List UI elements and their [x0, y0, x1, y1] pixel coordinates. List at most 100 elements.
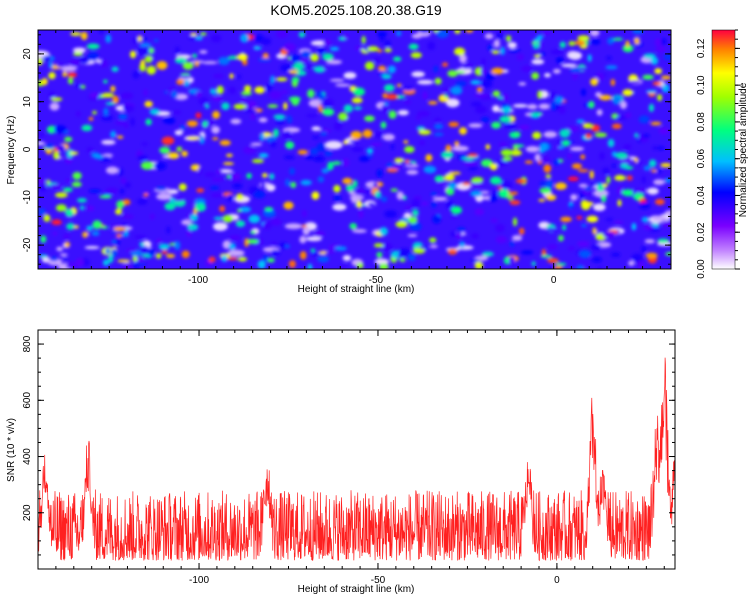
heatmap-cell — [625, 40, 630, 48]
heatmap-cell — [378, 263, 389, 269]
heatmap-cell — [38, 178, 46, 184]
heatmap-cell — [144, 100, 153, 108]
heatmap-cell — [578, 192, 585, 199]
heatmap-cell — [324, 150, 333, 157]
heatmap-cell — [561, 63, 578, 68]
heatmap-cell — [307, 89, 315, 99]
heatmap-cell — [258, 58, 271, 62]
heatmap-cell — [468, 123, 483, 128]
heatmap-cell — [342, 158, 350, 167]
heatmap-cell — [545, 174, 552, 179]
heatmap-cell — [333, 195, 342, 202]
heatmap-cell — [229, 172, 241, 181]
heatmap-cell — [247, 238, 259, 245]
heatmap-cell — [432, 196, 448, 202]
heatmap-cell — [352, 179, 358, 188]
heatmap-cell — [250, 142, 263, 146]
heatmap-cell — [237, 74, 242, 80]
heatmap-cell — [380, 104, 389, 113]
heatmap-cell — [531, 261, 536, 267]
heatmap-cell — [537, 160, 543, 165]
heatmap-cell — [72, 47, 86, 54]
heatmap-cell — [404, 205, 414, 209]
heatmap-cell — [496, 31, 504, 40]
heatmap-cell — [532, 131, 542, 140]
heatmap-cell — [520, 250, 534, 255]
heatmap-cell — [317, 47, 326, 55]
heatmap-cell — [590, 124, 601, 132]
heatmap-cell — [542, 31, 552, 36]
heatmap-cell — [311, 191, 320, 200]
heatmap-cell — [99, 194, 112, 199]
heatmap-cell — [316, 142, 327, 152]
heatmap-cell — [285, 244, 290, 248]
heatmap-cell — [440, 150, 454, 159]
heatmap-cell — [190, 32, 198, 36]
heatmap-cell — [332, 203, 347, 211]
heatmap-cell — [299, 235, 307, 244]
heatmap-cell — [209, 185, 220, 190]
heatmap-cell — [242, 59, 248, 66]
heatmap-cell — [429, 244, 438, 249]
heatmap-cell — [322, 108, 335, 116]
heatmap-cell — [367, 202, 376, 208]
heatmap-cell — [430, 191, 437, 197]
heatmap-cell — [595, 91, 602, 98]
heatmap-cell — [474, 208, 485, 216]
heatmap-cell — [364, 61, 375, 71]
heatmap-cell — [524, 160, 534, 164]
heatmap-cell — [406, 169, 419, 175]
heatmap-cell — [660, 163, 671, 168]
heatmap-cell — [155, 186, 167, 191]
heatmap-cell — [218, 56, 230, 66]
heatmap-cell — [285, 141, 295, 150]
heatmap-cell — [49, 102, 60, 111]
heatmap-cell — [580, 88, 587, 97]
heatmap-cell — [602, 167, 610, 175]
heatmap-cell — [539, 187, 552, 194]
heatmap-cell — [432, 214, 442, 224]
heatmap-cell — [605, 65, 618, 70]
heatmap-cell — [474, 261, 484, 269]
heatmap-cell — [500, 149, 513, 157]
heatmap-cell — [43, 214, 51, 222]
heatmap-cell — [568, 51, 582, 60]
heatmap-cell — [275, 77, 288, 82]
heatmap-cell — [208, 256, 216, 263]
heatmap-cell — [427, 41, 436, 51]
heatmap-cell — [397, 109, 409, 116]
heatmap-cell — [194, 202, 207, 212]
heatmap-cell — [586, 215, 599, 223]
heatmap-cell — [380, 121, 387, 129]
heatmap-cell — [232, 183, 243, 189]
heatmap-cell — [453, 47, 466, 56]
heatmap-cell — [534, 153, 541, 162]
heatmap-cell — [86, 225, 94, 231]
heatmap-cell — [628, 80, 641, 85]
heatmap-cell — [260, 181, 266, 190]
heatmap-cell — [48, 71, 56, 80]
heatmap-cell — [576, 264, 585, 269]
heatmap-cell — [643, 165, 651, 171]
heatmap-cell — [62, 71, 68, 78]
heatmap-cell — [657, 238, 670, 244]
heatmap-cell — [580, 154, 586, 160]
heatmap-cell — [461, 63, 474, 70]
heatmap-cell — [498, 189, 510, 198]
heatmap-cell — [227, 249, 245, 257]
heatmap-cell — [211, 96, 223, 102]
heatmap-cell — [302, 226, 310, 236]
heatmap-cell — [329, 46, 340, 51]
heatmap-cell — [284, 155, 295, 160]
heatmap-cell — [253, 46, 262, 50]
heatmap-cell — [270, 241, 278, 246]
heatmap-cell — [450, 231, 457, 238]
heatmap-cell — [655, 168, 662, 174]
heatmap-cell — [327, 161, 334, 171]
heatmap-cell — [512, 144, 525, 148]
heatmap-cell — [300, 179, 312, 186]
heatmap-cell — [66, 223, 75, 231]
heatmap-cell — [452, 70, 466, 74]
heatmap-cell — [481, 251, 494, 257]
heatmap-cell — [442, 87, 450, 93]
